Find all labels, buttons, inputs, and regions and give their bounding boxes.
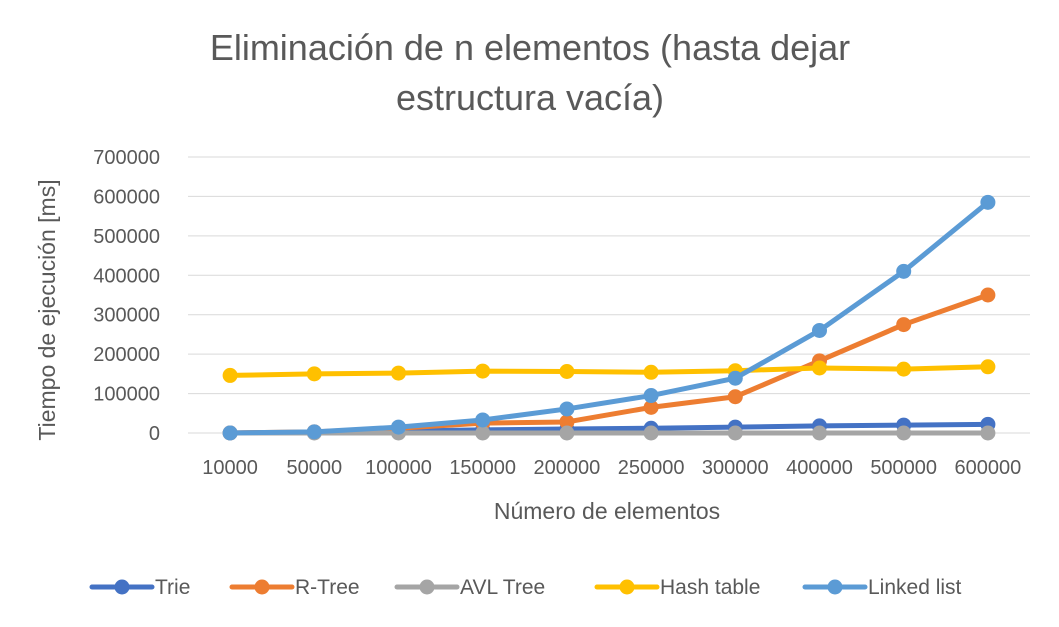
series-lines (222, 194, 996, 441)
data-point (896, 361, 912, 377)
series-hash-table (222, 359, 996, 383)
chart-title-line-2: estructura vacía) (396, 77, 664, 118)
y-tick-label: 200000 (93, 344, 160, 366)
legend: Trie R-Tree AVL Tree Hash table Linked list (89, 576, 962, 599)
x-axis-label: Número de elementos (494, 498, 720, 524)
series-line (227, 364, 991, 378)
y-tick-label: 400000 (93, 265, 160, 287)
data-point (643, 364, 659, 380)
legend-label: Trie (155, 576, 190, 599)
data-point (896, 425, 912, 441)
legend-label: R-Tree (295, 576, 360, 599)
series-linked-list (222, 194, 996, 441)
x-tick-label: 500000 (870, 457, 937, 479)
legend-marker (827, 579, 843, 595)
legend-label: Linked list (868, 576, 962, 599)
data-point (896, 263, 912, 279)
series-line (227, 199, 991, 436)
data-point (306, 366, 322, 382)
legend-marker (619, 579, 635, 595)
series-r-tree (222, 287, 996, 441)
data-point (812, 360, 827, 376)
legend-marker (114, 579, 130, 595)
legend-item: R-Tree (229, 576, 360, 599)
x-tick-label: 50000 (286, 457, 342, 479)
data-point (475, 363, 491, 379)
data-point (559, 363, 575, 379)
data-point (643, 425, 659, 441)
data-point (475, 412, 491, 428)
data-point (812, 322, 827, 338)
x-tick-label: 300000 (702, 457, 769, 479)
data-point (559, 401, 575, 417)
y-tick-label: 0 (149, 423, 160, 445)
legend-item: Linked list (802, 576, 962, 599)
y-axis-label: Tiempo de ejecución [ms] (34, 179, 60, 440)
x-tick-label: 100000 (365, 457, 432, 479)
data-point (559, 425, 575, 441)
legend-marker (419, 579, 435, 595)
x-tick-label: 200000 (534, 457, 601, 479)
x-tick-label: 250000 (618, 457, 685, 479)
data-point (980, 359, 996, 375)
data-point (391, 419, 406, 435)
legend-marker (254, 579, 270, 595)
data-point (727, 370, 743, 386)
legend-label: Hash table (660, 576, 760, 599)
data-point (643, 399, 659, 415)
y-tick-label: 600000 (93, 186, 160, 208)
legend-item: Hash table (594, 576, 760, 599)
x-tick-label: 10000 (202, 457, 258, 479)
data-point (559, 414, 575, 430)
data-point (896, 317, 912, 333)
y-tick-label: 500000 (93, 226, 160, 248)
x-axis-ticks: 10000 50000 100000 150000 200000 250000 300000… (202, 457, 1021, 479)
legend-item: AVL Tree (394, 576, 545, 599)
x-tick-label: 600000 (955, 457, 1022, 479)
gridlines (188, 156, 1030, 434)
y-tick-label: 700000 (93, 147, 160, 169)
legend-label: AVL Tree (460, 576, 545, 599)
data-point (475, 425, 491, 441)
data-point (222, 367, 238, 383)
y-axis-ticks: 0 100000 200000 300000 400000 500000 600000 700… (93, 147, 160, 445)
x-tick-label: 150000 (449, 457, 516, 479)
data-point (980, 287, 996, 303)
data-point (391, 365, 406, 381)
data-point (727, 425, 743, 441)
chart-title-line-1: Eliminación de n elementos (hasta dejar (210, 27, 850, 68)
y-tick-label: 300000 (93, 305, 160, 327)
data-point (643, 388, 659, 404)
data-point (812, 425, 827, 441)
data-point (980, 425, 996, 441)
y-tick-label: 100000 (93, 384, 160, 406)
data-point (222, 425, 238, 441)
data-point (980, 194, 996, 210)
legend-item: Trie (89, 576, 190, 599)
data-point (306, 424, 322, 440)
data-point (727, 389, 743, 405)
x-tick-label: 400000 (786, 457, 853, 479)
series-line (227, 292, 991, 436)
